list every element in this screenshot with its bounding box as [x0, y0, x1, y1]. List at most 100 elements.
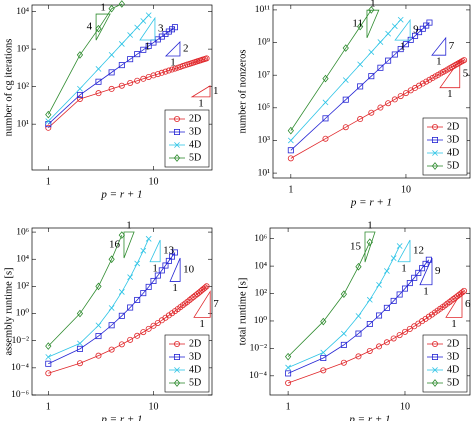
slope-run: 1 — [199, 318, 205, 330]
marker — [322, 99, 329, 106]
marker — [95, 322, 102, 329]
marker — [411, 274, 418, 281]
marker — [108, 346, 115, 353]
y-tick-label: 10² — [17, 82, 30, 92]
legend-marker — [431, 379, 439, 387]
slope-run: 1 — [400, 41, 406, 53]
marker — [108, 69, 115, 76]
marker — [429, 75, 436, 82]
legend-label: 3D — [189, 126, 201, 137]
slope-triangle — [123, 231, 135, 259]
plot-frame — [272, 4, 471, 179]
y-tick-label: 10¹ — [17, 119, 30, 129]
slope-rise: 6 — [465, 298, 471, 310]
marker — [165, 67, 172, 74]
marker — [118, 289, 125, 295]
marker — [357, 61, 364, 68]
marker — [322, 74, 329, 83]
marker — [95, 78, 102, 85]
marker — [76, 309, 84, 318]
marker — [95, 24, 102, 33]
marker — [118, 231, 125, 239]
marker — [320, 349, 327, 356]
marker — [162, 68, 169, 75]
plot-frame — [31, 4, 213, 171]
marker — [171, 24, 178, 31]
slope-triangle — [397, 239, 411, 263]
y-axis-label: assembly runtime [s] — [3, 267, 14, 355]
marker — [322, 115, 329, 122]
series-line — [287, 242, 371, 357]
legend-label: 5D — [189, 377, 201, 388]
slope-rise: 15 — [350, 241, 362, 253]
slope-rise: 10 — [183, 263, 195, 275]
y-tick-label: 10⁴ — [16, 254, 30, 264]
legend-marker — [431, 340, 438, 347]
marker — [376, 312, 383, 319]
marker — [145, 283, 152, 290]
marker — [376, 343, 383, 350]
marker — [118, 82, 125, 89]
marker — [76, 51, 84, 59]
marker — [342, 124, 349, 131]
marker — [188, 295, 195, 302]
slope-triangle — [149, 239, 161, 263]
slope-rise: 12 — [413, 244, 424, 256]
x-tick-label: 10 — [401, 184, 411, 195]
marker — [76, 95, 83, 102]
marker — [134, 24, 141, 31]
marker — [76, 345, 83, 352]
marker — [419, 80, 426, 87]
marker — [158, 69, 165, 76]
y-tick-label: 10⁻⁴ — [11, 363, 30, 373]
y-tick-label: 10⁰ — [16, 309, 30, 319]
marker — [391, 51, 398, 58]
marker — [45, 342, 52, 350]
legend-label: 2D — [447, 121, 459, 132]
marker — [419, 25, 426, 32]
marker — [285, 364, 291, 371]
legend-box — [164, 109, 210, 168]
marker — [366, 238, 373, 247]
slope-rise: 16 — [109, 239, 121, 251]
series-line — [48, 234, 123, 347]
marker — [461, 57, 468, 64]
marker — [203, 55, 210, 62]
marker — [426, 19, 433, 26]
y-axis-label: total runtime [s] — [237, 278, 248, 346]
slope-triangle — [394, 18, 411, 41]
marker — [145, 12, 152, 19]
y-tick-label: 10⁶ — [254, 234, 267, 244]
slope-run: 1 — [198, 97, 204, 109]
marker — [320, 354, 327, 361]
slope-rise: 3 — [158, 23, 164, 35]
series-line — [48, 57, 207, 129]
legend-marker — [173, 154, 181, 162]
slope-run: 1 — [451, 318, 457, 330]
marker — [397, 16, 404, 23]
legend-box — [164, 334, 210, 393]
legend-marker — [174, 142, 180, 148]
marker — [416, 29, 423, 36]
y-tick-label: 10¹¹ — [255, 5, 270, 15]
marker — [158, 267, 165, 274]
series-line — [287, 245, 400, 368]
marker — [396, 243, 403, 249]
marker — [95, 282, 102, 291]
marker — [108, 322, 115, 329]
marker — [45, 118, 52, 125]
x-tick-label: 10 — [148, 176, 158, 187]
marker — [419, 265, 426, 272]
slope-run: 1 — [100, 2, 106, 14]
legend-box — [422, 334, 468, 393]
marker — [448, 297, 455, 304]
slope-triangle — [169, 257, 181, 282]
legend-label: 4D — [189, 364, 201, 375]
slope-run: 1 — [370, 0, 376, 10]
series-line — [48, 238, 150, 358]
marker — [377, 104, 384, 111]
marker — [127, 80, 134, 87]
marker — [422, 260, 429, 267]
marker — [95, 333, 102, 340]
